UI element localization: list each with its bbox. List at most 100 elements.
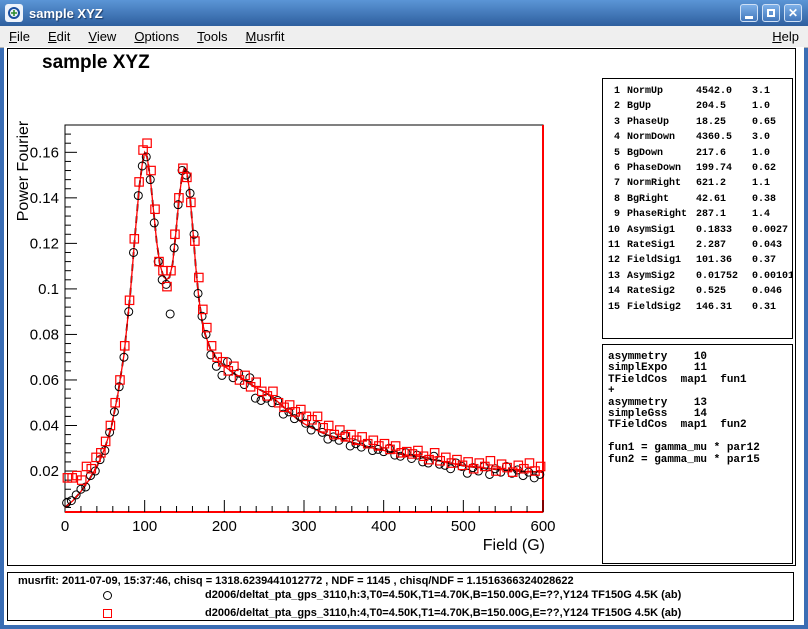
parameter-val: 199.74: [696, 161, 752, 176]
fit-line-red: [65, 152, 543, 507]
parameter-val: 146.31: [696, 300, 752, 315]
parameter-err: 1.0: [752, 146, 792, 161]
y-axis-title: Power Fourier: [15, 120, 32, 221]
parameter-err: 1.4: [752, 207, 792, 222]
parameter-nm: NormDown: [622, 130, 696, 145]
y-tick-label: 0.1: [38, 281, 59, 298]
x-tick-label: 300: [291, 518, 316, 535]
parameter-val: 217.6: [696, 146, 752, 161]
parameter-row: 11RateSig12.2870.043: [607, 238, 792, 253]
parameter-val: 42.61: [696, 192, 752, 207]
parameter-num: 12: [607, 253, 622, 268]
app-window: sample XYZ ✕ File Edit View Options Tool…: [0, 0, 808, 629]
menu-musrfit[interactable]: Musrfit: [237, 27, 294, 46]
data-point-circle: [166, 310, 174, 318]
x-tick-label: 500: [451, 518, 476, 535]
parameter-num: 7: [607, 176, 622, 191]
parameter-nm: AsymSig1: [622, 223, 696, 238]
parameter-nm: FieldSig1: [622, 253, 696, 268]
data-point-square: [347, 430, 355, 438]
x-tick-label: 400: [371, 518, 396, 535]
menu-bar: File Edit View Options Tools Musrfit Hel…: [0, 26, 808, 48]
legend-circle-marker: [103, 591, 112, 600]
parameter-row: 1NormUp4542.03.1: [607, 84, 792, 99]
window-title: sample XYZ: [29, 6, 103, 21]
data-point-square: [324, 421, 332, 429]
parameter-num: 4: [607, 130, 622, 145]
root-logo-icon: [7, 6, 21, 20]
data-point-square: [308, 416, 316, 424]
parameter-pad: 1NormUp4542.03.12BgUp204.51.03PhaseUp18.…: [602, 78, 793, 339]
menu-tools[interactable]: Tools: [188, 27, 236, 46]
menu-file[interactable]: File: [0, 27, 39, 46]
data-point-square: [369, 436, 377, 444]
parameter-err: 0.0027: [752, 223, 792, 238]
parameter-num: 1: [607, 84, 622, 99]
data-point-circle: [419, 458, 427, 466]
parameter-num: 15: [607, 300, 622, 315]
data-point-square: [442, 453, 450, 461]
menu-options[interactable]: Options: [125, 27, 188, 46]
parameter-num: 10: [607, 223, 622, 238]
parameter-nm: NormRight: [622, 176, 696, 191]
parameter-row: 9PhaseRight287.11.4: [607, 207, 792, 222]
data-point-circle: [154, 258, 162, 266]
parameter-err: 0.31: [752, 300, 792, 315]
y-tick-label: 0.02: [30, 463, 59, 480]
theory-line: +: [608, 386, 792, 397]
theory-line: TFieldCos map1 fun2: [608, 420, 792, 431]
theory-line: fun2 = gamma_mu * par15: [608, 455, 792, 466]
parameter-nm: PhaseRight: [622, 207, 696, 222]
parameter-num: 9: [607, 207, 622, 222]
menu-edit[interactable]: Edit: [39, 27, 79, 46]
parameter-val: 621.2: [696, 176, 752, 191]
parameter-nm: NormUp: [622, 84, 696, 99]
parameter-num: 2: [607, 99, 622, 114]
root-canvas: sample XYZ 01002003004005006000.020.040.…: [4, 47, 804, 625]
minimize-icon: [745, 16, 753, 19]
menu-view[interactable]: View: [79, 27, 125, 46]
parameter-row: 5BgDown217.61.0: [607, 146, 792, 161]
menu-help[interactable]: Help: [763, 27, 808, 46]
legend-row-h3: d2006/deltat_pta_gps_3110,h:3,T0=4.50K,T…: [8, 589, 793, 603]
parameter-row: 14RateSig20.5250.046: [607, 284, 792, 299]
parameter-err: 3.1: [752, 84, 792, 99]
y-tick-label: 0.04: [30, 417, 59, 434]
parameter-num: 13: [607, 269, 622, 284]
plot-frame: [65, 125, 543, 512]
parameter-row: 3PhaseUp18.250.65: [607, 115, 792, 130]
info-pad: musrfit: 2011-07-09, 15:37:46, chisq = 1…: [7, 572, 794, 621]
y-tick-label: 0.12: [30, 235, 59, 252]
legend-square-marker: [103, 609, 112, 618]
fourier-plot[interactable]: 01002003004005006000.020.040.060.080.10.…: [4, 47, 604, 567]
parameter-val: 0.01752: [696, 269, 752, 284]
parameter-err: 1.0: [752, 99, 792, 114]
parameter-val: 0.1833: [696, 223, 752, 238]
parameter-val: 18.25: [696, 115, 752, 130]
parameter-err: 0.62: [752, 161, 792, 176]
parameter-err: 3.0: [752, 130, 792, 145]
parameter-val: 0.525: [696, 284, 752, 299]
maximize-button[interactable]: [762, 4, 780, 22]
x-tick-label: 200: [212, 518, 237, 535]
parameter-row: 6PhaseDown199.740.62: [607, 161, 792, 176]
close-button[interactable]: ✕: [784, 4, 802, 22]
parameter-nm: BgUp: [622, 99, 696, 114]
parameter-val: 2.287: [696, 238, 752, 253]
parameter-row: 10AsymSig10.18330.0027: [607, 223, 792, 238]
parameter-err: 0.38: [752, 192, 792, 207]
parameter-nm: RateSig1: [622, 238, 696, 253]
fit-line-black-dashed: [65, 152, 543, 507]
legend-label-h4: d2006/deltat_pta_gps_3110,h:4,T0=4.50K,T…: [205, 607, 681, 619]
parameter-row: 12FieldSig1101.360.37: [607, 253, 792, 268]
x-tick-label: 600: [530, 518, 555, 535]
parameter-val: 204.5: [696, 99, 752, 114]
minimize-button[interactable]: [740, 4, 758, 22]
data-point-square: [525, 459, 533, 467]
parameter-err: 0.046: [752, 284, 792, 299]
parameter-num: 11: [607, 238, 622, 253]
parameter-row: 2BgUp204.51.0: [607, 99, 792, 114]
parameter-err: 0.37: [752, 253, 792, 268]
theory-line: fun1 = gamma_mu * par12: [608, 443, 792, 454]
parameter-num: 3: [607, 115, 622, 130]
